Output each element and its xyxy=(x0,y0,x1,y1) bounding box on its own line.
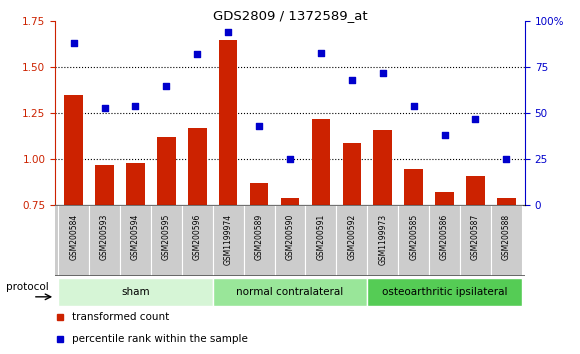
Text: GSM200587: GSM200587 xyxy=(471,214,480,260)
Bar xyxy=(182,205,213,276)
Point xyxy=(162,83,171,88)
Text: GSM200588: GSM200588 xyxy=(502,214,511,260)
Point xyxy=(100,105,109,110)
Bar xyxy=(213,278,367,306)
Bar xyxy=(95,165,114,205)
Point xyxy=(316,50,325,55)
Point xyxy=(409,103,418,109)
Text: sham: sham xyxy=(121,287,150,297)
Bar xyxy=(64,95,83,205)
Bar xyxy=(244,205,274,276)
Text: GSM200589: GSM200589 xyxy=(255,214,263,260)
Bar xyxy=(213,205,244,276)
Text: GSM200590: GSM200590 xyxy=(285,214,295,260)
Point xyxy=(69,40,78,46)
Bar xyxy=(306,205,336,276)
Bar xyxy=(460,205,491,276)
Bar xyxy=(58,278,213,306)
Bar xyxy=(367,278,522,306)
Point xyxy=(255,123,264,129)
Text: GSM200594: GSM200594 xyxy=(131,214,140,260)
Bar xyxy=(429,205,460,276)
Bar xyxy=(343,143,361,205)
Point xyxy=(223,29,233,35)
Point xyxy=(502,156,511,162)
Bar xyxy=(466,176,485,205)
Bar xyxy=(157,137,176,205)
Point xyxy=(440,132,449,138)
Text: protocol: protocol xyxy=(6,282,49,292)
Point xyxy=(471,116,480,122)
Text: osteoarthritic ipsilateral: osteoarthritic ipsilateral xyxy=(382,287,508,297)
Point xyxy=(131,103,140,109)
Text: GSM1199974: GSM1199974 xyxy=(224,214,233,265)
Bar xyxy=(367,205,398,276)
Text: GSM200585: GSM200585 xyxy=(409,214,418,260)
Text: GSM200593: GSM200593 xyxy=(100,214,109,260)
Text: normal contralateral: normal contralateral xyxy=(237,287,343,297)
Text: GSM1199973: GSM1199973 xyxy=(378,214,387,265)
Point xyxy=(285,156,295,162)
Bar xyxy=(58,205,89,276)
Bar xyxy=(497,198,516,205)
Text: GSM200591: GSM200591 xyxy=(317,214,325,260)
Bar xyxy=(219,40,237,205)
Text: GSM200584: GSM200584 xyxy=(69,214,78,260)
Text: GSM200596: GSM200596 xyxy=(193,214,202,260)
Bar xyxy=(151,205,182,276)
Bar xyxy=(188,128,206,205)
Text: percentile rank within the sample: percentile rank within the sample xyxy=(71,333,248,344)
Text: GSM200586: GSM200586 xyxy=(440,214,449,260)
Bar xyxy=(126,163,145,205)
Text: GDS2809 / 1372589_at: GDS2809 / 1372589_at xyxy=(213,9,367,22)
Bar xyxy=(120,205,151,276)
Bar xyxy=(281,198,299,205)
Point xyxy=(193,52,202,57)
Text: transformed count: transformed count xyxy=(71,312,169,322)
Bar xyxy=(404,169,423,205)
Bar xyxy=(374,130,392,205)
Bar xyxy=(491,205,522,276)
Point xyxy=(378,70,387,76)
Bar xyxy=(336,205,367,276)
Text: GSM200595: GSM200595 xyxy=(162,214,171,260)
Bar xyxy=(274,205,306,276)
Bar xyxy=(89,205,120,276)
Bar xyxy=(398,205,429,276)
Bar xyxy=(250,183,269,205)
Text: GSM200592: GSM200592 xyxy=(347,214,356,260)
Bar xyxy=(311,119,330,205)
Bar xyxy=(435,193,454,205)
Point xyxy=(347,77,357,83)
